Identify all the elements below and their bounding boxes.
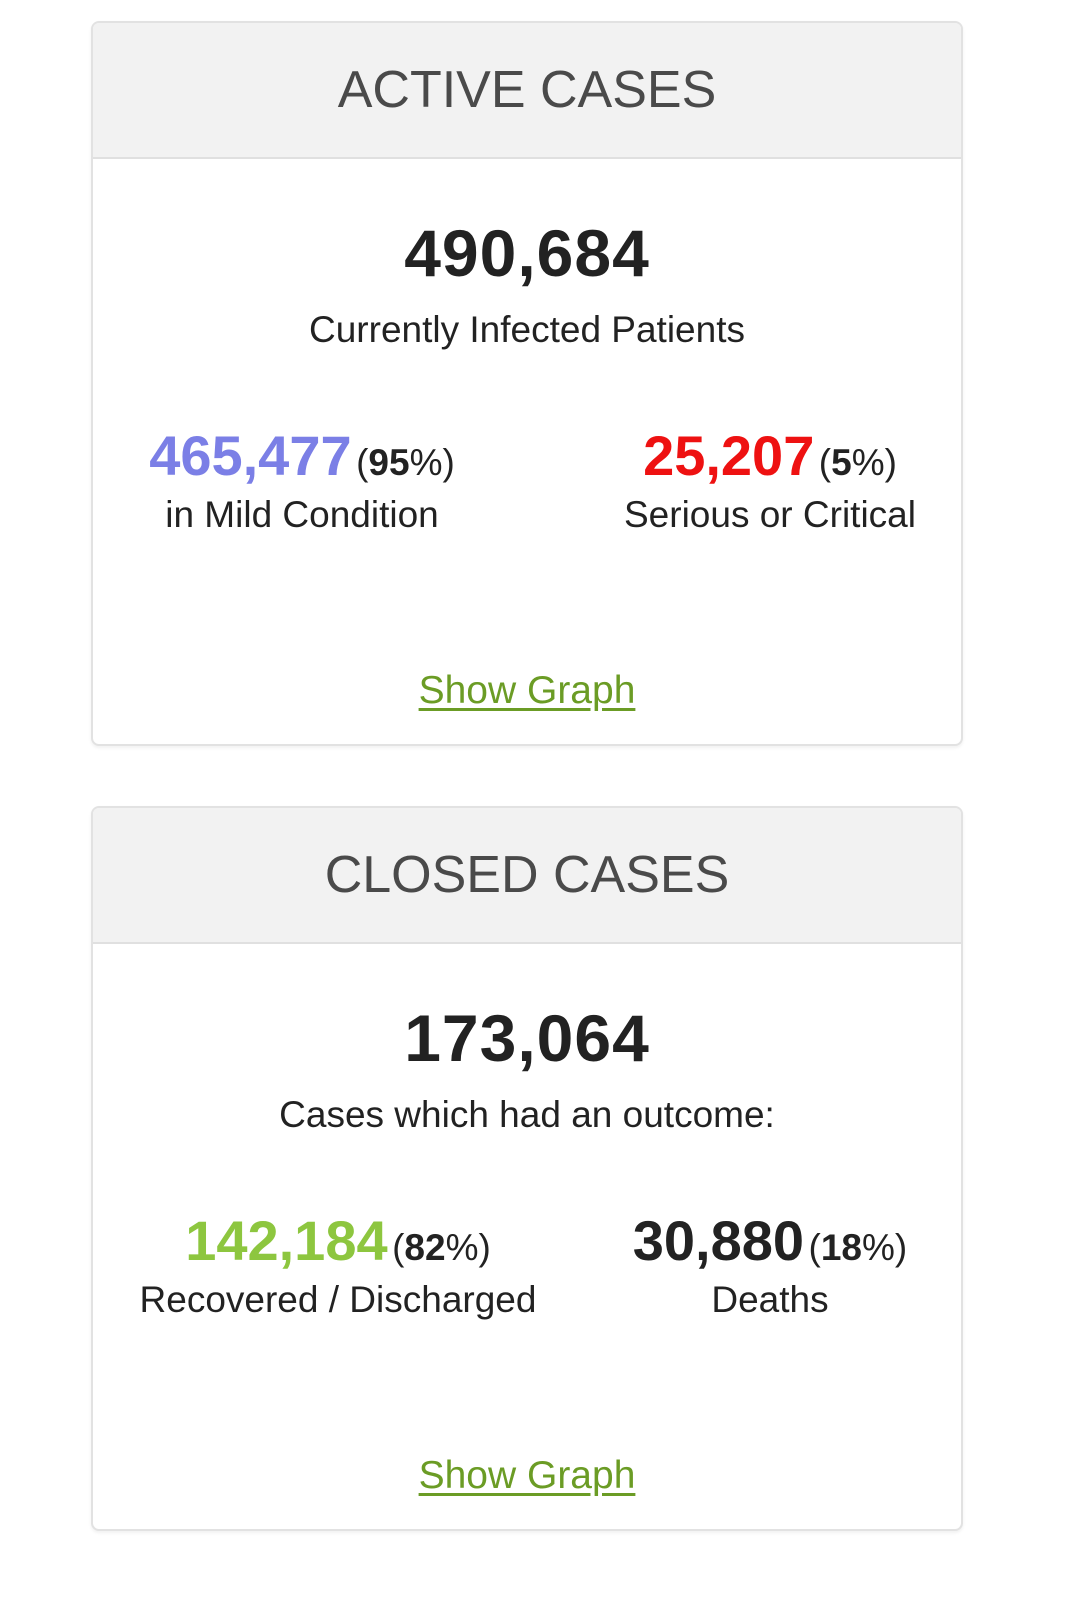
active-cases-title: ACTIVE CASES xyxy=(337,61,717,119)
closed-cases-header: CLOSED CASES xyxy=(93,808,961,944)
active-cases-body: 490,684 Currently Infected Patients 465,… xyxy=(93,159,961,744)
active-cases-panel: ACTIVE CASES 490,684 Currently Infected … xyxy=(91,21,963,746)
closed-show-graph-row: Show Graph xyxy=(93,1454,961,1498)
mild-condition-stat: 465,477 (95%) in Mild Condition xyxy=(137,423,467,536)
active-cases-total: 490,684 xyxy=(404,216,650,290)
closed-cases-total-label: Cases which had an outcome: xyxy=(279,1094,775,1135)
serious-critical-label: Serious or Critical xyxy=(624,494,916,535)
closed-cases-panel: CLOSED CASES 173,064 Cases which had an … xyxy=(91,806,963,1531)
closed-cases-body: 173,064 Cases which had an outcome: 142,… xyxy=(93,944,961,1529)
closed-cases-title: CLOSED CASES xyxy=(324,846,730,904)
deaths-count: 30,880 xyxy=(632,1209,805,1272)
recovered-count: 142,184 xyxy=(185,1209,388,1272)
deaths-percent: (18%) xyxy=(808,1227,908,1268)
closed-show-graph-link[interactable]: Show Graph xyxy=(418,1454,636,1497)
mild-condition-label: in Mild Condition xyxy=(165,494,439,535)
active-cases-total-label: Currently Infected Patients xyxy=(309,309,745,350)
serious-critical-count: 25,207 xyxy=(643,424,815,487)
serious-critical-stat: 25,207 (5%) Serious or Critical xyxy=(613,423,927,536)
serious-critical-percent: (5%) xyxy=(818,442,897,483)
active-show-graph-link[interactable]: Show Graph xyxy=(418,669,636,712)
recovered-label: Recovered / Discharged xyxy=(139,1279,537,1320)
closed-cases-total: 173,064 xyxy=(404,1001,650,1075)
recovered-percent: (82%) xyxy=(392,1227,491,1268)
deaths-stat: 30,880 (18%) Deaths xyxy=(613,1208,927,1321)
mild-condition-count: 465,477 xyxy=(149,424,352,487)
active-show-graph-row: Show Graph xyxy=(93,669,961,713)
mild-condition-percent: (95%) xyxy=(356,442,455,483)
deaths-label: Deaths xyxy=(711,1279,829,1320)
active-cases-header: ACTIVE CASES xyxy=(93,23,961,159)
recovered-stat: 142,184 (82%) Recovered / Discharged xyxy=(133,1208,543,1321)
